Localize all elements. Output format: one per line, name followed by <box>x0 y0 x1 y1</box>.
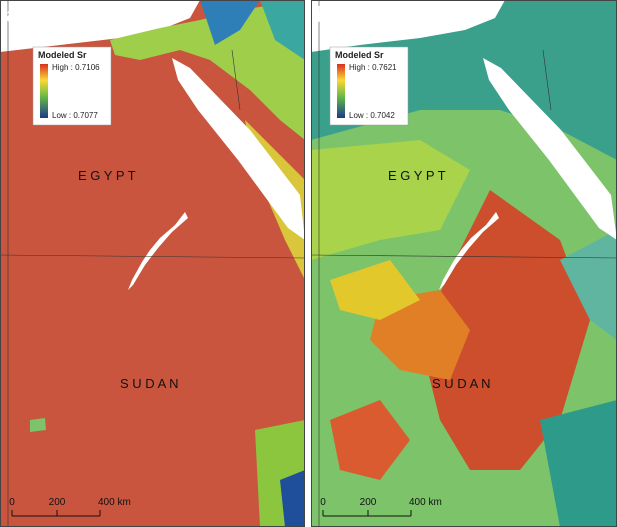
legend-high: High : 0.7106 <box>52 63 100 72</box>
scale-label: 400 km <box>409 497 442 508</box>
scale-line <box>11 510 101 517</box>
terrain <box>110 0 305 140</box>
scale-label: 200 <box>360 497 377 508</box>
sea <box>0 0 200 52</box>
country-label: S U D A N <box>432 376 491 391</box>
map-panel-b <box>311 0 617 527</box>
terrain <box>330 400 410 480</box>
legend: Modeled Sr High : 0.7106 Low : 0.7077 <box>32 46 112 126</box>
legend-title: Modeled Sr <box>335 50 384 60</box>
legend: Modeled Sr High : 0.7621 Low : 0.7042 <box>329 46 409 126</box>
panel-label: b <box>316 2 328 27</box>
terrain <box>540 400 617 527</box>
terrain <box>30 418 46 432</box>
panel-label: a <box>6 2 19 27</box>
country-label: E G Y P T <box>388 168 446 183</box>
red-sea <box>483 58 617 240</box>
color-ramp <box>40 64 48 118</box>
scale-label: 0 <box>9 497 15 508</box>
scale-label: 200 <box>49 497 66 508</box>
red-sea <box>172 58 305 240</box>
lake-nasser <box>439 212 499 290</box>
country-label: S U D A N <box>120 376 179 391</box>
terrain <box>280 470 305 527</box>
scale-bar: 0 200 400 km <box>320 497 442 517</box>
scale-bar: 0 200 400 km <box>9 497 131 517</box>
legend-title: Modeled Sr <box>38 50 87 60</box>
legend-high: High : 0.7621 <box>349 63 397 72</box>
legend-low: Low : 0.7077 <box>52 111 98 120</box>
color-ramp <box>337 64 345 118</box>
scale-label: 400 km <box>98 497 131 508</box>
lake-nasser <box>128 212 188 290</box>
terrain <box>420 190 590 470</box>
map-panel-a <box>0 0 305 527</box>
sea <box>311 0 505 52</box>
terrain <box>260 0 305 60</box>
scale-line <box>322 510 412 517</box>
border <box>0 0 305 527</box>
scale-label: 0 <box>320 497 326 508</box>
terrain <box>330 260 420 320</box>
border <box>311 0 617 527</box>
terrain <box>311 140 470 260</box>
terrain <box>200 0 260 45</box>
legend-low: Low : 0.7042 <box>349 111 395 120</box>
country-label: E G Y P T <box>78 168 136 183</box>
